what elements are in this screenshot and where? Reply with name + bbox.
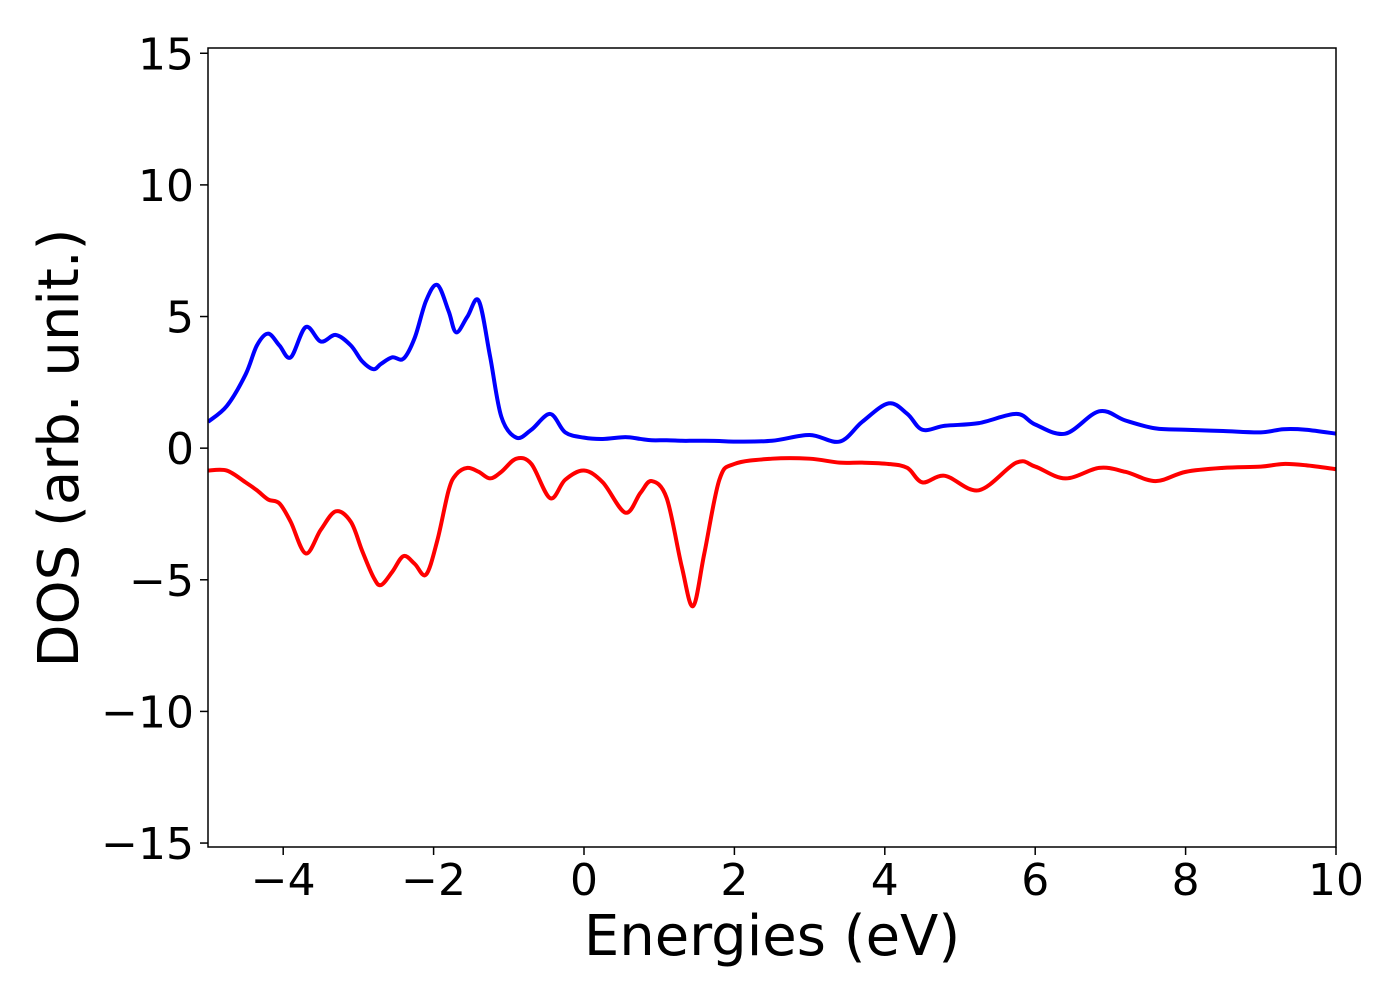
y-tick-label: −10: [101, 687, 194, 738]
y-tick-label: 0: [166, 424, 194, 475]
x-tick-label: 6: [1021, 855, 1049, 906]
x-tick-label: 8: [1172, 855, 1200, 906]
data-line: [208, 456, 1336, 609]
x-tick-label: 10: [1308, 855, 1364, 906]
data-line: [208, 282, 1336, 444]
y-tick-label: −5: [129, 556, 194, 607]
plot-frame: [207, 47, 1337, 848]
x-axis-label: Energies (eV): [584, 904, 960, 969]
y-axis-label: DOS (arb. unit.): [27, 228, 92, 667]
x-tick-label: 0: [570, 855, 598, 906]
y-tick-label: 5: [166, 293, 194, 344]
x-tick-label: −4: [251, 855, 316, 906]
y-tick-label: 10: [138, 161, 194, 212]
x-tick-label: 2: [720, 855, 748, 906]
y-tick-label: −15: [101, 819, 194, 870]
x-tick-label: 4: [871, 855, 899, 906]
y-tick-label: 15: [138, 29, 194, 80]
x-tick-label: −2: [401, 855, 466, 906]
